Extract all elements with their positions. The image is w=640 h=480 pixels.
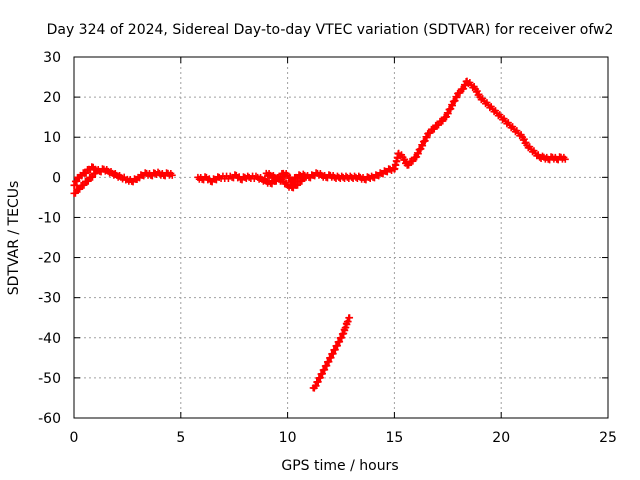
data-point bbox=[439, 117, 447, 125]
data-points bbox=[70, 77, 569, 392]
axis-ticks: 0 5 10 15 20 25 -60 -50 -40 -30 -20 -10 0 10 20 30 bbox=[38, 50, 617, 446]
data-point bbox=[414, 150, 422, 158]
data-point bbox=[561, 155, 569, 163]
y-tick-label: -20 bbox=[38, 251, 61, 267]
y-tick-label: -50 bbox=[38, 371, 61, 387]
y-tick-label: 10 bbox=[43, 130, 61, 146]
plot-frame bbox=[73, 56, 609, 419]
data-point bbox=[76, 185, 84, 193]
x-tick-label: 20 bbox=[492, 430, 510, 446]
x-axis-label: GPS time / hours bbox=[281, 458, 398, 474]
grid-lines bbox=[74, 57, 608, 418]
data-point bbox=[435, 121, 443, 129]
data-point bbox=[444, 110, 452, 118]
data-point bbox=[80, 181, 88, 189]
x-tick-label: 0 bbox=[70, 430, 79, 446]
y-tick-label: -60 bbox=[38, 411, 61, 427]
data-point bbox=[456, 89, 464, 97]
data-point bbox=[448, 102, 456, 110]
x-tick-label: 10 bbox=[279, 430, 297, 446]
x-tick-label: 25 bbox=[599, 430, 617, 446]
y-tick-label: -30 bbox=[38, 291, 61, 307]
data-point bbox=[346, 314, 354, 322]
data-point bbox=[294, 181, 302, 189]
data-point bbox=[84, 177, 92, 185]
y-tick-label: 0 bbox=[52, 170, 61, 186]
x-tick-label: 15 bbox=[385, 430, 403, 446]
y-tick-label: 30 bbox=[43, 50, 61, 66]
data-point bbox=[430, 125, 438, 133]
data-point bbox=[89, 173, 97, 181]
data-point bbox=[91, 169, 99, 177]
chart-title: Day 324 of 2024, Sidereal Day-to-day VTE… bbox=[47, 22, 614, 38]
data-point bbox=[423, 134, 431, 142]
x-tick-label: 5 bbox=[176, 430, 185, 446]
data-point bbox=[82, 169, 90, 177]
data-point bbox=[419, 142, 427, 150]
y-tick-label: -40 bbox=[38, 331, 61, 347]
y-axis-label: SDTVAR / TECUs bbox=[6, 181, 22, 296]
data-point bbox=[168, 171, 176, 179]
y-tick-label: 20 bbox=[43, 90, 61, 106]
data-point bbox=[426, 129, 434, 137]
data-point bbox=[71, 189, 79, 197]
data-point bbox=[453, 94, 461, 102]
data-point bbox=[409, 157, 417, 165]
data-point bbox=[405, 161, 413, 169]
y-tick-label: -10 bbox=[38, 210, 61, 226]
data-point bbox=[301, 173, 309, 181]
data-point bbox=[298, 177, 306, 185]
